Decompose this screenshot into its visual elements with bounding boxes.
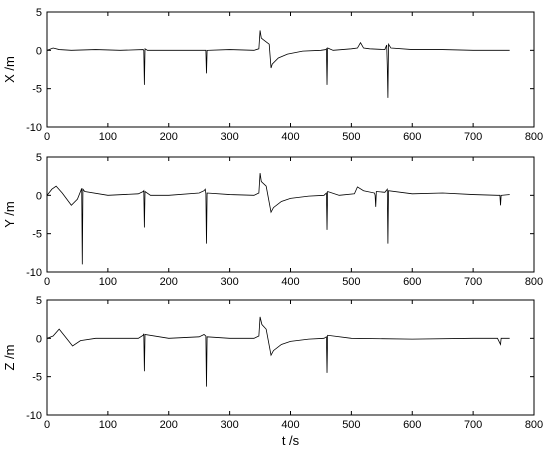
y-tick-label: -10 (26, 122, 42, 134)
x-tick-label: 600 (403, 419, 421, 431)
x-tick-label: 500 (342, 419, 360, 431)
x-tick-label: 100 (99, 419, 117, 431)
data-line (46, 173, 510, 265)
y-tick-label: 5 (36, 7, 42, 19)
data-line (46, 316, 510, 387)
axes-frame (46, 299, 535, 416)
y-tick-label: 0 (36, 333, 42, 345)
x-tick-label: 100 (99, 276, 117, 288)
data-line (46, 30, 510, 98)
x-tick-label: 300 (220, 131, 238, 143)
x-tick-label: 0 (44, 276, 50, 288)
x-tick-label: 0 (44, 131, 50, 143)
y-axis-label: Z /m (2, 345, 17, 371)
y-tick-label: 5 (36, 295, 42, 307)
x-tick-label: 200 (160, 419, 178, 431)
axes-frame (46, 156, 535, 273)
x-tick-label: 500 (342, 276, 360, 288)
y-tick-label: 0 (36, 190, 42, 202)
x-axis-label: t /s (282, 433, 300, 448)
axes-frame (46, 11, 535, 128)
y-axis-label: X /m (2, 56, 17, 83)
x-tick-label: 100 (99, 131, 117, 143)
y-tick-label: -5 (32, 229, 42, 241)
x-tick-label: 200 (160, 131, 178, 143)
x-tick-label: 300 (220, 419, 238, 431)
x-tick-label: 600 (403, 131, 421, 143)
y-tick-label: -5 (32, 84, 42, 96)
x-tick-label: 200 (160, 276, 178, 288)
y-tick-label: -10 (26, 267, 42, 279)
x-tick-label: 800 (525, 131, 543, 143)
x-tick-label: 0 (44, 419, 50, 431)
x-tick-label: 300 (220, 276, 238, 288)
x-tick-label: 400 (281, 419, 299, 431)
x-tick-label: 500 (342, 131, 360, 143)
x-tick-label: 700 (464, 419, 482, 431)
y-tick-label: 5 (36, 152, 42, 164)
y-tick-label: 0 (36, 45, 42, 57)
x-tick-label: 400 (281, 131, 299, 143)
x-tick-label: 700 (464, 276, 482, 288)
y-tick-label: -10 (26, 410, 42, 422)
x-tick-label: 600 (403, 276, 421, 288)
x-tick-label: 800 (525, 276, 543, 288)
y-tick-label: -5 (32, 372, 42, 384)
x-tick-label: 400 (281, 276, 299, 288)
y-axis-label: Y /m (2, 201, 17, 228)
x-tick-label: 700 (464, 131, 482, 143)
x-tick-label: 800 (525, 419, 543, 431)
